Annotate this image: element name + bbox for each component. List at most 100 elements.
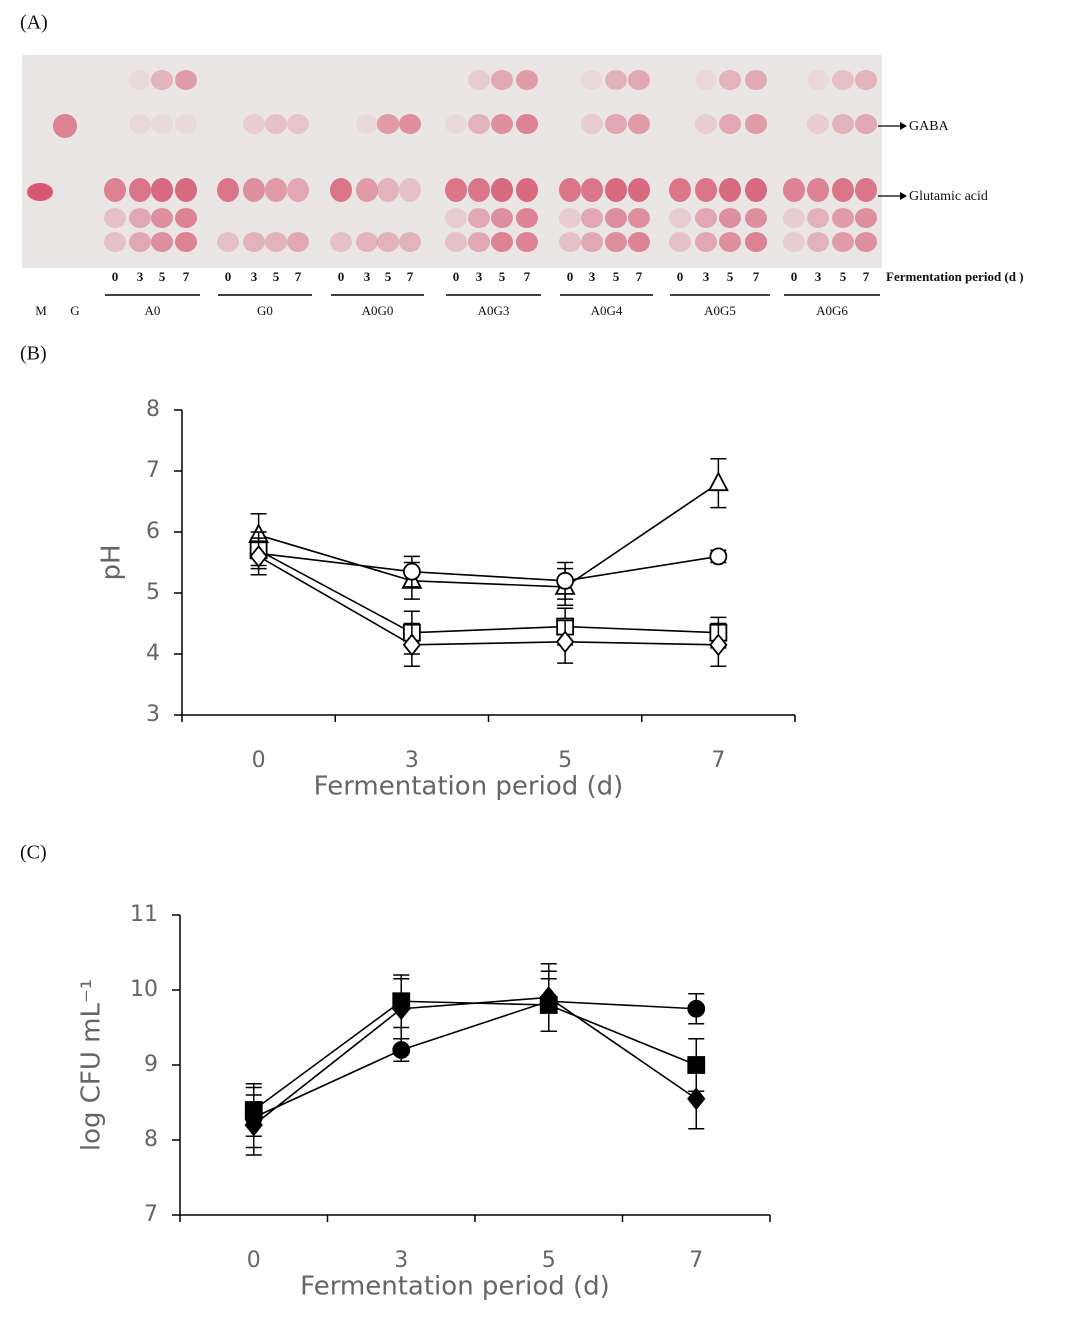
- day-label: 5: [840, 269, 847, 284]
- spot: [399, 114, 421, 134]
- spot: [468, 70, 490, 90]
- spot: [832, 208, 854, 228]
- spot: [151, 70, 173, 90]
- spot: [516, 208, 538, 228]
- spot: [581, 114, 603, 134]
- day-label: 7: [863, 269, 870, 284]
- spot: [719, 114, 741, 134]
- marker: [687, 1087, 706, 1111]
- day-label: 0: [791, 269, 798, 284]
- group-label: A0G0: [362, 303, 394, 318]
- spot: [243, 114, 265, 134]
- spot: [559, 178, 581, 202]
- day-label: 3: [137, 269, 144, 284]
- group-label: A0G5: [704, 303, 736, 318]
- x-tick-label: 5: [558, 748, 572, 773]
- day-label: 7: [295, 269, 302, 284]
- spot: [129, 178, 151, 202]
- spot: [491, 208, 513, 228]
- spot: [151, 232, 173, 252]
- y-tick-label: 7: [144, 1202, 158, 1227]
- x-axis-label: Fermentation period (d): [300, 1272, 610, 1302]
- spot: [445, 232, 467, 252]
- y-tick-label: 10: [130, 977, 158, 1002]
- marker: [402, 562, 421, 581]
- y-tick-label: 4: [146, 641, 160, 666]
- spot: [783, 232, 805, 252]
- spot: [745, 178, 767, 202]
- series-line: [258, 549, 719, 634]
- spot: [265, 114, 287, 134]
- spot: [491, 232, 513, 252]
- spot: [783, 178, 805, 202]
- marker: [709, 547, 728, 566]
- spot: [605, 70, 627, 90]
- x-tick-label: 3: [394, 1248, 408, 1273]
- y-tick-label: 5: [146, 580, 160, 605]
- spot: [745, 70, 767, 90]
- marker: [709, 633, 728, 657]
- spot: [855, 114, 877, 134]
- spot: [695, 208, 717, 228]
- spot: [468, 178, 490, 202]
- lane-label: G: [70, 303, 79, 318]
- spot: [855, 70, 877, 90]
- day-label: 7: [407, 269, 414, 284]
- panel-label: (C): [20, 842, 47, 864]
- spot: [265, 178, 287, 202]
- spot: [491, 114, 513, 134]
- spot: [151, 178, 173, 202]
- spot: [807, 70, 829, 90]
- marker: [555, 630, 575, 654]
- marker: [707, 471, 729, 492]
- spot: [719, 232, 741, 252]
- spot: [832, 70, 854, 90]
- day-label: 3: [364, 269, 371, 284]
- spot: [129, 208, 151, 228]
- group-label: A0G3: [478, 303, 510, 318]
- spot: [129, 70, 151, 90]
- spot: [605, 208, 627, 228]
- spot: [491, 178, 513, 202]
- marker: [539, 986, 558, 1009]
- spot: [855, 208, 877, 228]
- spot: [104, 178, 126, 202]
- spot: [628, 178, 650, 202]
- x-tick-label: 0: [247, 1248, 261, 1273]
- spot: [151, 208, 173, 228]
- spot: [330, 232, 352, 252]
- spot: [669, 232, 691, 252]
- spot: [855, 178, 877, 202]
- spot: [356, 114, 378, 134]
- spot: [445, 114, 467, 134]
- group-label: A0: [145, 303, 161, 318]
- y-axis-label: pH: [97, 544, 127, 580]
- spot: [807, 178, 829, 202]
- spot: [695, 178, 717, 202]
- day-label: 5: [159, 269, 166, 284]
- spot: [628, 232, 650, 252]
- day-label: 5: [499, 269, 506, 284]
- spot: [605, 114, 627, 134]
- x-tick-label: 5: [542, 1248, 556, 1273]
- group-label: G0: [257, 303, 273, 318]
- spot: [27, 183, 53, 201]
- spot: [832, 232, 854, 252]
- lane-label: M: [35, 303, 47, 318]
- day-label: 3: [815, 269, 822, 284]
- spot: [217, 178, 239, 202]
- spot: [719, 208, 741, 228]
- day-label: 0: [567, 269, 574, 284]
- group-label: A0G4: [591, 303, 623, 318]
- arrow-head: [900, 122, 907, 130]
- spot: [217, 232, 239, 252]
- spot: [399, 178, 421, 202]
- day-label: 3: [476, 269, 483, 284]
- y-tick-label: 7: [146, 458, 160, 483]
- spot: [243, 178, 265, 202]
- day-label: 3: [251, 269, 258, 284]
- x-tick-label: 7: [711, 748, 725, 773]
- marker: [556, 571, 575, 590]
